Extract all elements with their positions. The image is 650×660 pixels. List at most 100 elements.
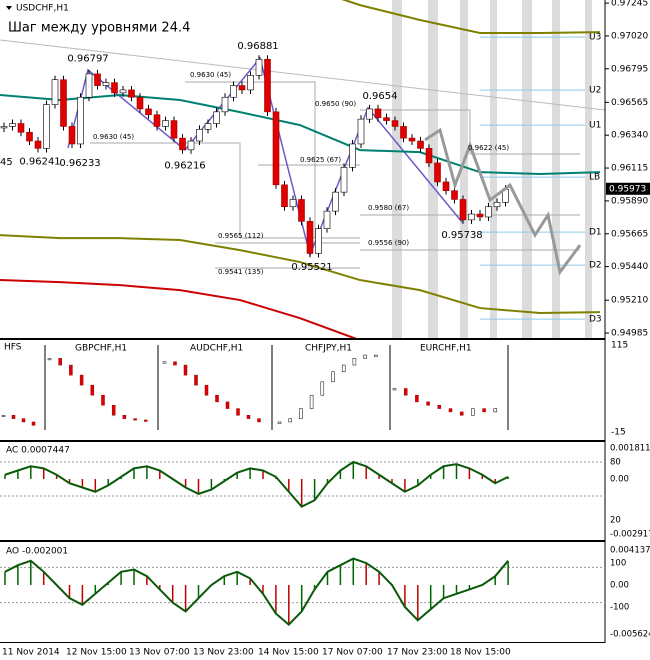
symbol: USDCHF,H1 — [16, 4, 69, 14]
x-tick-label: 11 Nov 2014 — [2, 648, 60, 658]
candle-body — [272, 111, 280, 186]
candle-body — [34, 140, 42, 149]
separator — [0, 642, 605, 643]
mini-candle — [90, 384, 95, 396]
candle-body — [357, 118, 365, 145]
mini-candle — [31, 421, 36, 426]
mini-candle — [69, 364, 73, 376]
candle-body — [153, 114, 161, 127]
fibo-label: 0.9630 (45) — [93, 133, 134, 141]
hfs-dividers — [44, 345, 509, 430]
candle-body — [111, 82, 118, 94]
oscillator-line — [4, 557, 509, 626]
mini-candle — [471, 408, 475, 416]
forecast-line — [424, 127, 582, 276]
candle-body — [94, 73, 101, 86]
mini-candle — [277, 421, 282, 424]
mini-candle — [415, 394, 419, 403]
mini-candle — [392, 388, 397, 391]
x-tick-label: 13 Nov 07:00 — [129, 648, 190, 658]
candle-body — [179, 137, 186, 151]
candle-body — [281, 184, 288, 208]
mini-candle — [257, 418, 261, 423]
x-tick-label: 17 Nov 23:00 — [387, 648, 448, 658]
candle-body — [323, 210, 331, 229]
candle-body — [306, 221, 314, 254]
candle-body — [383, 117, 390, 121]
mini-candle — [122, 415, 127, 419]
separator — [0, 540, 605, 542]
candle-body — [85, 73, 93, 98]
level-label: U2 — [589, 86, 601, 96]
candle-body — [128, 89, 135, 98]
axis-label: 20 — [610, 516, 621, 526]
candle-body — [213, 111, 220, 124]
y-tick-label: 0.96565 — [611, 98, 648, 108]
y-tick-label: 0.95210 — [611, 296, 648, 306]
candle-body — [136, 96, 144, 110]
mini-candle — [459, 411, 464, 416]
mini-candle — [1, 415, 6, 418]
candle-body — [247, 75, 254, 91]
y-tick-label: 0.96795 — [611, 64, 648, 74]
mini-candle — [288, 418, 292, 423]
fibo-lines — [0, 39, 606, 269]
mini-candle — [194, 374, 198, 386]
fibo-label: 0.9625 (67) — [300, 156, 341, 164]
axis-label: 0.004137 — [610, 546, 650, 556]
indicator-curve — [341, 0, 601, 34]
candle-body — [170, 120, 178, 139]
y-tick-label: -15 — [611, 428, 626, 438]
y-tick-label: 0.97245 — [611, 0, 648, 9]
separator — [0, 338, 605, 340]
indicator-curve — [0, 234, 601, 315]
fibo-label: 45 — [0, 157, 13, 168]
mini-candle — [204, 384, 209, 396]
mini-candle — [133, 418, 137, 421]
level-label: U1 — [589, 121, 601, 131]
mini-candle — [352, 358, 357, 366]
pair-label: CHFJPY,H1 — [305, 344, 352, 354]
candle-body — [332, 191, 339, 212]
candle-body — [400, 126, 407, 139]
candle-body — [204, 123, 212, 130]
y-tick-label: 0.96115 — [611, 164, 648, 174]
candle-body — [289, 199, 297, 208]
y-tick-label: 0.95440 — [611, 262, 648, 272]
mini-candle — [246, 415, 251, 419]
axis-label: 0.00 — [610, 581, 629, 591]
mini-candle — [493, 408, 498, 413]
mini-candle — [101, 394, 105, 406]
fibo-label: 0.9541 (135) — [218, 268, 264, 276]
candle-body — [468, 213, 475, 221]
candle-body — [68, 126, 76, 145]
x-tick-label: 14 Nov 15:00 — [258, 648, 319, 658]
candle-body — [187, 140, 195, 151]
level-label: D2 — [589, 261, 602, 271]
fibo-label: 0.9556 (90) — [368, 239, 409, 247]
panel-name: AC 0.0007447 — [6, 446, 70, 456]
extreme-label: 0.96881 — [237, 41, 278, 52]
price-box — [606, 182, 650, 195]
y-tick-label: 0.95890 — [611, 196, 648, 206]
indicator-curve — [0, 279, 357, 338]
candle-body — [221, 96, 229, 113]
mini-candle — [341, 364, 346, 373]
menu-arrow[interactable] — [6, 6, 12, 10]
mini-candle — [482, 408, 486, 413]
fibo-label: 0.9650 (90) — [315, 100, 356, 108]
zigzag — [67, 56, 463, 258]
candle-body — [26, 131, 33, 142]
candle-body — [349, 143, 356, 168]
candle-body — [417, 140, 424, 149]
mini-candle — [79, 374, 84, 386]
separator — [0, 440, 605, 442]
mini-candle — [144, 419, 148, 422]
candle-body — [230, 85, 237, 98]
mini-candle — [437, 404, 442, 409]
mini-candle — [236, 408, 240, 416]
mini-candle — [173, 361, 177, 366]
mini-candle — [183, 364, 188, 376]
level-label: D1 — [589, 228, 602, 238]
